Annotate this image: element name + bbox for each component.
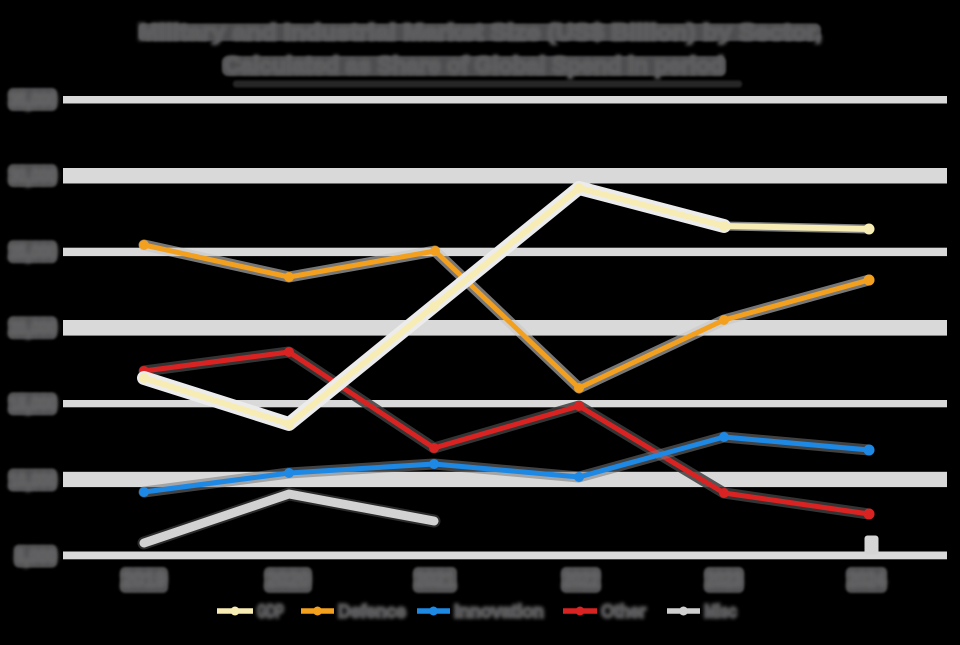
- svg-text:GDP: GDP: [257, 602, 284, 622]
- svg-text:15,000: 15,000: [9, 394, 57, 416]
- svg-text:35,000: 35,000: [9, 89, 57, 111]
- svg-text:10,000: 10,000: [9, 470, 57, 492]
- svg-text:Defence: Defence: [338, 602, 406, 622]
- svg-text:30,000: 30,000: [9, 165, 57, 187]
- svg-text:2020: 2020: [266, 567, 311, 592]
- svg-text:2022: 2022: [563, 567, 600, 592]
- svg-text:2019: 2019: [122, 567, 167, 592]
- svg-text:2023: 2023: [706, 567, 743, 592]
- svg-text:2024: 2024: [848, 567, 887, 592]
- svg-text:Innovation: Innovation: [454, 602, 544, 622]
- svg-text:Calculated as Share of Global: Calculated as Share of Global Spend in p…: [224, 52, 724, 78]
- svg-text:25,000: 25,000: [9, 242, 57, 264]
- svg-text:2021: 2021: [415, 567, 456, 592]
- svg-text:Military and Industrial Market: Military and Industrial Market Size (US$…: [138, 20, 822, 45]
- svg-text:5,000: 5,000: [15, 546, 57, 568]
- svg-text:20,000: 20,000: [9, 318, 57, 340]
- svg-text:Misc: Misc: [704, 602, 737, 622]
- svg-text:Other: Other: [601, 602, 646, 622]
